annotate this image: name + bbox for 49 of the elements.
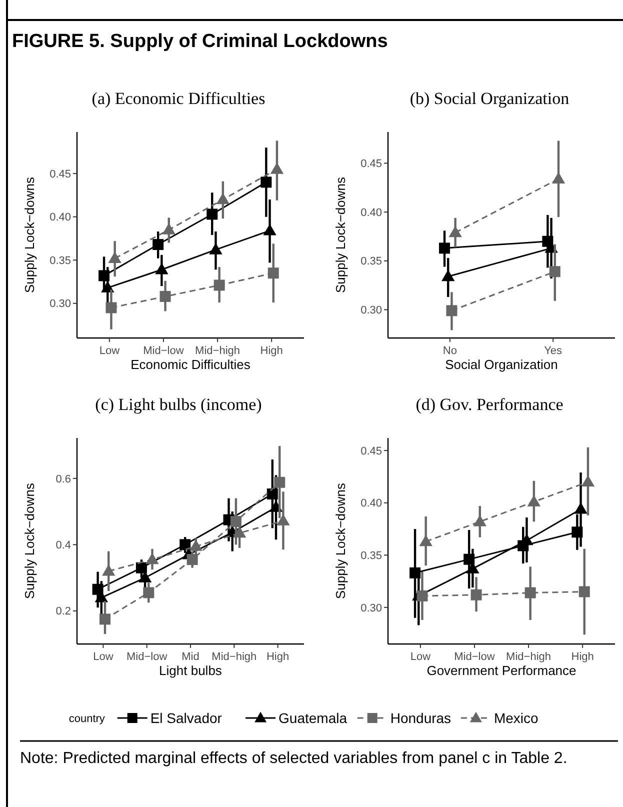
y-tick-label: 0.45 <box>360 445 382 458</box>
y-tick-label: 0.45 <box>50 168 71 180</box>
legend-label: Honduras <box>390 710 452 726</box>
y-tick-label: 0.30 <box>50 298 71 310</box>
legend-label: El Salvador <box>150 710 222 726</box>
y-tick-label: 0.30 <box>360 304 382 317</box>
y-tick-label: 0.4 <box>56 539 71 552</box>
y-axis-title: Supply Lock−downs <box>333 482 348 599</box>
x-axis-title: Economic Difficulties <box>130 357 251 372</box>
legend-label: Guatemala <box>278 710 348 726</box>
y-tick-label: 0.45 <box>360 158 382 170</box>
x-tick-label: Mid−high <box>195 345 240 357</box>
y-tick-label: 0.40 <box>50 212 71 224</box>
y-tick-label: 0.6 <box>56 473 71 486</box>
y-tick-label: 0.2 <box>56 606 71 618</box>
x-tick-label: Low <box>93 651 114 663</box>
text: Note: Predicted marginal effects of selected variables from panel c in Table 2. <box>20 749 568 769</box>
x-tick-label: High <box>260 345 283 357</box>
x-axis-title: Government Performance <box>426 663 576 678</box>
y-tick-label: 0.35 <box>360 550 382 562</box>
chart-title: (b) Social Organization <box>410 89 570 108</box>
y-tick-label: 0.40 <box>360 206 382 219</box>
x-tick-label: Mid−high <box>212 651 257 663</box>
chart-subtitle: (a) Economic Difficulties <box>92 89 266 108</box>
chart-title: (c) Light bulbs (income) <box>95 395 262 414</box>
x-tick-label: High <box>266 651 290 663</box>
y-tick-label: 0.30 <box>360 602 382 614</box>
legend-title: country <box>68 712 106 725</box>
x-axis-title: Light bulbs <box>159 663 222 678</box>
x-tick-label: Mid−low <box>454 651 495 663</box>
y-axis-title: Supply Lock−downs <box>333 176 348 293</box>
chart-title: FIGURE 5. Supply of Criminal Lockdowns <box>12 31 388 52</box>
x-tick-label: Mid−low <box>143 345 184 357</box>
x-tick-label: Mid <box>182 651 200 663</box>
x-tick-label: Mid−high <box>506 651 551 663</box>
y-tick-label: 0.35 <box>50 254 71 267</box>
x-tick-label: Low <box>99 345 120 357</box>
y-axis-title: Supply Lock−downs <box>22 482 37 599</box>
y-tick-label: 0.40 <box>360 498 382 510</box>
chart-title: (d) Gov. Performance <box>416 395 564 414</box>
x-tick-label: No <box>442 345 457 357</box>
y-axis-title: Supply Lock−downs <box>22 176 37 293</box>
x-tick-label: High <box>571 651 594 663</box>
x-tick-label: Low <box>410 651 431 663</box>
x-tick-label: Mid−low <box>126 651 168 663</box>
x-axis-title: Social Organization <box>445 357 558 372</box>
x-tick-label: Yes <box>544 345 563 357</box>
y-tick-label: 0.35 <box>360 256 382 268</box>
legend-label: Mexico <box>494 710 539 726</box>
